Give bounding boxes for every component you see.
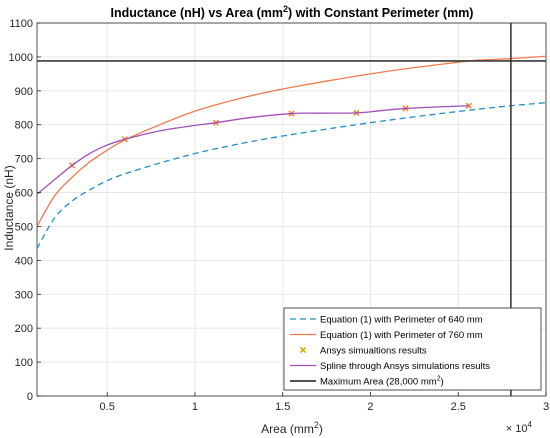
x-tick-label: 2.5 xyxy=(451,401,466,413)
legend-swatch xyxy=(299,346,307,354)
y-tick-label: 400 xyxy=(15,255,33,267)
y-tick-label: 0 xyxy=(27,391,33,403)
legend-label: Spline through Ansys simulations results xyxy=(320,361,490,372)
x-axis-label: Area (mm2) xyxy=(261,420,323,436)
y-tick-label: 900 xyxy=(15,86,33,98)
ticks: 0.5 1 1.5 2 2.5 3 0 100 200 300 400 500 600 700 800 900… xyxy=(9,18,550,413)
legend-label: Equation (1) with Perimeter of 760 mm xyxy=(320,330,483,341)
y-tick-label: 1100 xyxy=(9,18,33,30)
chart-title: Inductance (nH) vs Area (mm2) with Const… xyxy=(111,4,474,20)
x-tick-label: 3 xyxy=(543,401,549,413)
x-tick-label: 2 xyxy=(367,401,373,413)
y-tick-label: 500 xyxy=(15,221,33,233)
grid xyxy=(37,22,547,397)
series-line-0 xyxy=(36,102,547,249)
series-layer xyxy=(36,23,547,396)
y-tick-label: 300 xyxy=(15,289,33,301)
legend-box xyxy=(283,307,542,391)
y-tick-label: 200 xyxy=(15,323,33,335)
x-tick-label: 0.5 xyxy=(100,401,115,413)
series-line-1 xyxy=(36,55,547,227)
legend: Equation (1) with Perimeter of 640 mm Equ… xyxy=(283,307,542,391)
x-tick-label: 1.5 xyxy=(275,401,290,413)
y-tick-label: 800 xyxy=(15,120,33,132)
ansys-marker xyxy=(465,102,472,109)
series-line-3 xyxy=(36,105,469,195)
plot-frame xyxy=(36,22,547,397)
y-axis-label: Inductance (nH) xyxy=(2,165,16,250)
legend-label: Equation (1) with Perimeter of 640 mm xyxy=(320,315,483,326)
x-tick-label: 1 xyxy=(192,401,198,413)
y-tick-label: 600 xyxy=(15,188,33,200)
y-tick-label: 100 xyxy=(15,357,33,369)
y-tick-label: 700 xyxy=(15,154,33,166)
legend-label: Ansys simualtions results xyxy=(320,346,427,357)
y-tick-label: 1000 xyxy=(9,52,33,64)
legend-label: Maximum Area (28,000 mm2) xyxy=(320,376,444,388)
x-axis-multiplier: × 104 xyxy=(506,420,533,435)
